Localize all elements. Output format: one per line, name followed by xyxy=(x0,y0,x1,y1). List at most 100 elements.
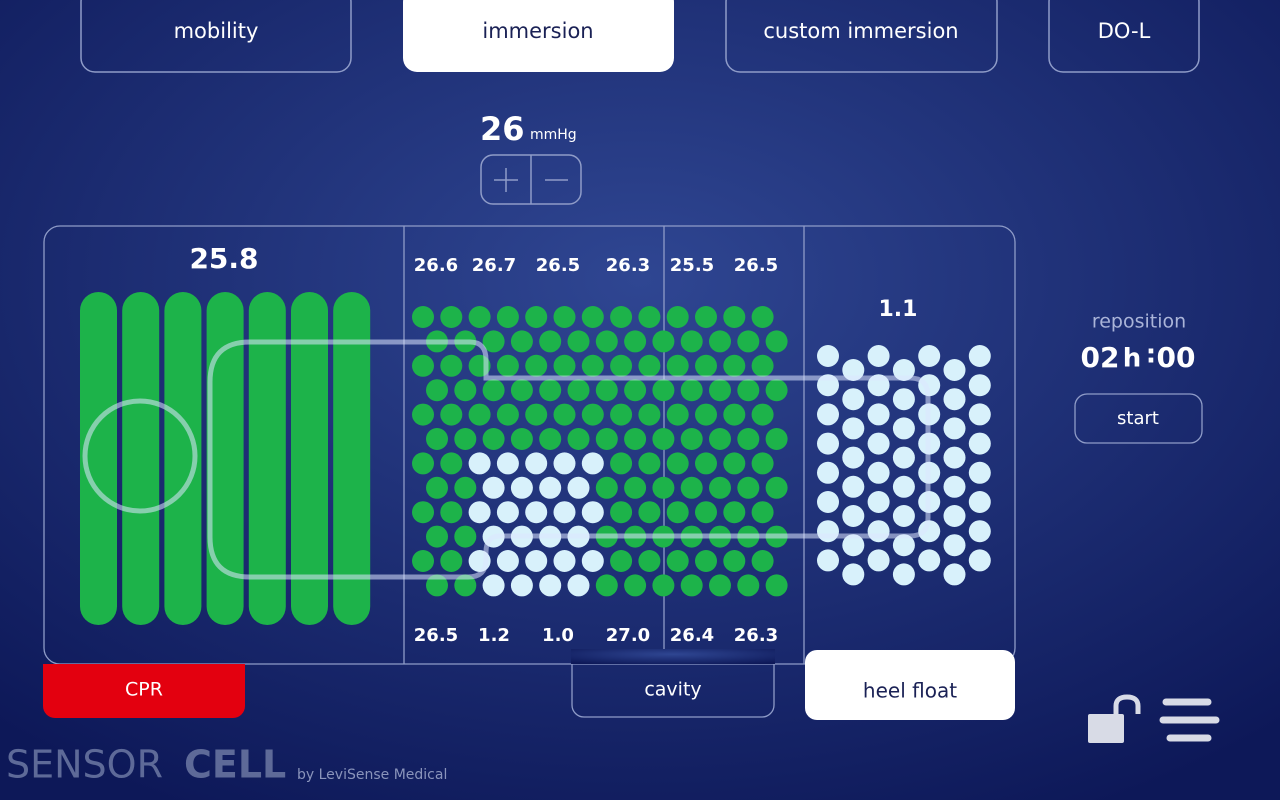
air-cell xyxy=(892,505,915,527)
air-cell xyxy=(468,452,491,475)
air-cell xyxy=(666,550,689,572)
air-cell xyxy=(525,550,548,572)
air-cell xyxy=(943,505,966,527)
air-cell xyxy=(454,428,477,450)
lock-icon[interactable] xyxy=(1088,694,1141,743)
air-cell xyxy=(581,501,604,524)
air-cell xyxy=(482,428,505,450)
air-cell xyxy=(817,403,839,426)
air-cell xyxy=(968,520,991,543)
tab-label[interactable]: mobility xyxy=(174,19,259,43)
zone-values: 26.6 26.7 26.5 26.3 25.5 26.5 26.5 1.2 1.0 27.0 26… xyxy=(414,255,778,646)
start-label[interactable]: start xyxy=(1117,408,1159,429)
brand-bold: CELL xyxy=(184,743,286,787)
head-cell xyxy=(248,292,286,625)
mode-label[interactable]: CPR xyxy=(125,679,163,701)
air-cell xyxy=(567,574,590,597)
air-cell xyxy=(454,379,477,402)
air-cell xyxy=(412,306,434,328)
heel-value: 1.1 xyxy=(879,297,918,322)
air-cell xyxy=(765,574,788,597)
air-cell xyxy=(510,330,533,353)
air-cell xyxy=(624,574,647,597)
air-cell xyxy=(525,306,548,328)
air-cell xyxy=(426,525,448,548)
air-cell xyxy=(610,354,633,377)
separator: : xyxy=(1146,340,1156,370)
air-cell xyxy=(482,574,505,597)
air-cell xyxy=(482,330,505,353)
zone-value: 26.4 xyxy=(670,625,714,646)
air-cell xyxy=(817,432,839,455)
air-cell xyxy=(652,379,675,402)
mode-label[interactable]: heel float xyxy=(863,679,957,703)
air-cell xyxy=(817,491,839,513)
air-cell xyxy=(482,379,505,402)
air-cell xyxy=(737,330,760,353)
air-cell xyxy=(539,330,562,353)
air-cell xyxy=(525,501,548,524)
air-cell xyxy=(610,550,633,572)
air-cell xyxy=(496,452,519,475)
pressure-unit: mmHg xyxy=(530,127,577,143)
air-cell xyxy=(666,354,689,377)
air-cell xyxy=(709,428,731,450)
air-cell xyxy=(968,345,991,367)
air-cell xyxy=(680,574,703,597)
air-cell xyxy=(567,428,590,450)
air-cell xyxy=(943,475,966,498)
air-cell xyxy=(553,403,576,426)
air-cell xyxy=(943,388,966,411)
air-cell xyxy=(892,563,915,586)
air-cell xyxy=(867,345,890,367)
tab-label[interactable]: immersion xyxy=(482,19,593,43)
air-cell xyxy=(652,476,675,499)
air-cell xyxy=(638,550,661,572)
air-cell xyxy=(581,306,604,328)
air-cell xyxy=(666,306,689,328)
air-cell xyxy=(638,501,661,524)
air-cell xyxy=(737,574,760,597)
start-button[interactable] xyxy=(1074,393,1203,444)
head-cell xyxy=(80,292,117,625)
air-cell xyxy=(595,330,618,353)
air-cell xyxy=(842,534,865,557)
heel-float-button[interactable] xyxy=(805,650,1015,720)
tab-label[interactable]: custom immersion xyxy=(763,19,958,43)
air-cell xyxy=(737,428,760,450)
air-cell xyxy=(624,476,647,499)
air-cell xyxy=(968,403,991,426)
air-cell xyxy=(454,574,477,597)
air-cell xyxy=(943,446,966,469)
air-cell xyxy=(695,452,717,475)
tab[interactable] xyxy=(80,0,352,73)
head-value: 25.8 xyxy=(189,242,258,275)
tab[interactable] xyxy=(725,0,998,73)
air-cell xyxy=(723,550,746,572)
air-cell xyxy=(737,379,760,402)
tab[interactable] xyxy=(1048,0,1200,73)
air-cell xyxy=(638,306,661,328)
air-cell xyxy=(680,428,703,450)
mode-label[interactable]: cavity xyxy=(644,679,701,701)
menu-icon[interactable] xyxy=(1159,698,1220,742)
air-cell xyxy=(765,428,788,450)
air-cell xyxy=(553,550,576,572)
tab-label[interactable]: DO-L xyxy=(1098,19,1151,43)
air-cell xyxy=(510,379,533,402)
air-cell xyxy=(510,574,533,597)
air-cell xyxy=(454,476,477,499)
tab-active[interactable] xyxy=(403,0,674,72)
air-cell xyxy=(968,432,991,455)
air-cell xyxy=(666,501,689,524)
air-cell xyxy=(723,501,746,524)
air-cell xyxy=(553,306,576,328)
air-cell xyxy=(525,403,548,426)
hours-unit: h xyxy=(1123,344,1142,374)
air-cell xyxy=(751,452,774,475)
zone-value: 1.2 xyxy=(478,625,510,646)
plus-button[interactable] xyxy=(494,168,518,192)
air-cell xyxy=(695,550,717,572)
air-cell xyxy=(567,476,590,499)
